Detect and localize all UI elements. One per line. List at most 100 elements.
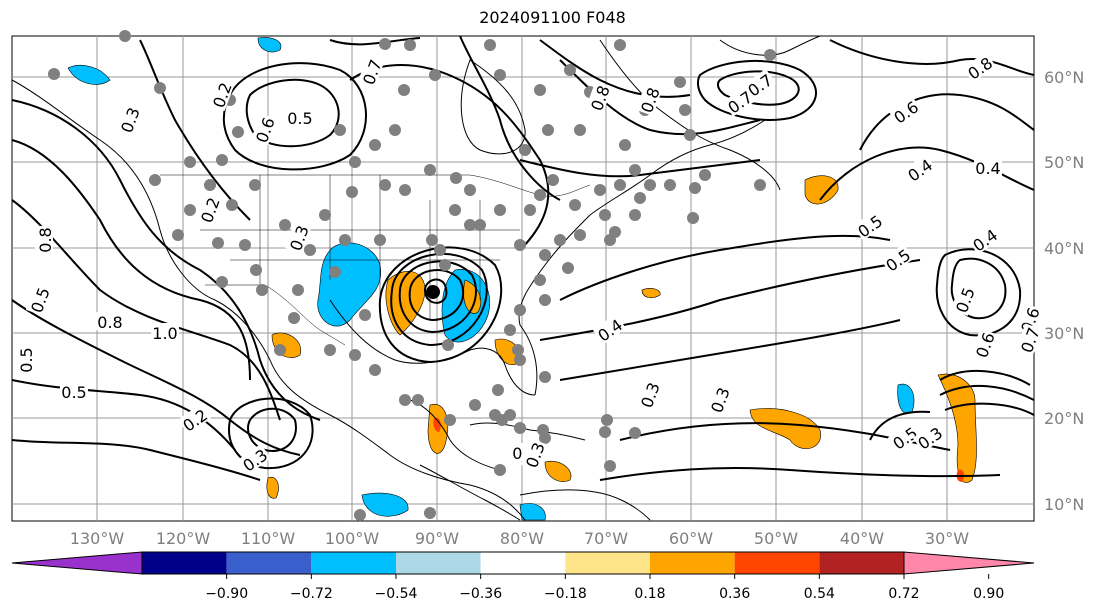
contour-label-bg xyxy=(635,378,663,411)
coast-pacific-nw xyxy=(11,79,526,521)
observation-dot xyxy=(379,179,391,191)
observation-dot xyxy=(764,49,776,61)
contour-label-bg xyxy=(970,328,998,361)
contour-label-bg xyxy=(520,438,548,471)
observation-dot xyxy=(369,364,381,376)
neg-region-caribbean-s xyxy=(519,503,546,521)
observation-dot xyxy=(389,124,401,136)
observation-dot xyxy=(399,394,411,406)
pos-region-atlantic-e xyxy=(937,373,977,483)
coast-yucatan xyxy=(409,399,501,471)
observation-dot xyxy=(496,414,508,426)
observation-dot xyxy=(599,209,611,221)
observation-dot xyxy=(48,68,60,80)
observation-dot xyxy=(514,422,526,434)
colorbar-tick-label: −0.72 xyxy=(290,586,333,602)
contour-mid-atl-1 xyxy=(559,234,891,301)
colorbar xyxy=(11,551,1035,575)
observation-dot xyxy=(374,234,386,246)
observation-dot xyxy=(629,164,641,176)
contour-label-bg xyxy=(60,382,88,400)
contour-label-bg xyxy=(912,421,947,453)
colorbar-tick-label: 0.18 xyxy=(634,586,665,602)
observation-dot xyxy=(699,169,711,181)
pos-region-60w xyxy=(641,288,661,299)
contour-storm-3 xyxy=(398,260,477,334)
observation-dot xyxy=(684,129,696,141)
lon-label: 60°W xyxy=(669,529,713,548)
lon-label: 110°W xyxy=(241,529,296,548)
observation-dot xyxy=(754,179,766,191)
colorbar-segment xyxy=(311,552,396,574)
colorbar-tick-label: 0.72 xyxy=(888,586,919,602)
contour-label-bg xyxy=(1015,323,1043,356)
observation-dot xyxy=(604,234,616,246)
contour-e-low-s xyxy=(939,369,1035,416)
pos-region-newfoundland xyxy=(804,175,839,205)
contour-east-low xyxy=(950,257,1007,320)
neg-region-alaska xyxy=(67,65,111,85)
observation-sites xyxy=(48,30,776,521)
observation-dot xyxy=(369,139,381,151)
contour-label: 0.5 xyxy=(287,109,312,128)
colorbar-tick-label: −0.36 xyxy=(459,586,502,602)
contour-label: 0.8 xyxy=(97,313,122,332)
observation-dot xyxy=(614,179,626,191)
observation-dot xyxy=(346,186,358,198)
contour-greenland-hi xyxy=(696,60,817,121)
contour-label-bg xyxy=(16,346,34,374)
contour-label-bg xyxy=(585,81,613,114)
contour-ne-atl-3 xyxy=(819,146,1035,201)
colorbar-tick-label: 0.36 xyxy=(719,586,750,602)
observation-dot xyxy=(519,144,531,156)
lon-label: 70°W xyxy=(584,529,628,548)
observation-dot xyxy=(569,199,581,211)
observation-dot xyxy=(399,184,411,196)
contour-label-bg xyxy=(177,403,212,435)
observation-dot xyxy=(619,139,631,151)
contour-label-bg xyxy=(967,223,1002,255)
observation-dot xyxy=(449,204,461,216)
observation-dot xyxy=(204,179,216,191)
observation-dot xyxy=(319,209,331,221)
observation-dot xyxy=(404,39,416,51)
contour-label-bg xyxy=(357,55,385,88)
colorbar-outline xyxy=(141,551,905,575)
contour-ne-atl-1 xyxy=(829,39,1035,76)
contour-storm-4 xyxy=(390,253,488,347)
observation-dot xyxy=(288,312,300,324)
observation-dot xyxy=(216,154,228,166)
contour-canada-3 xyxy=(519,159,761,178)
lon-label: 100°W xyxy=(325,529,380,548)
observation-dot xyxy=(494,464,506,476)
observation-dot xyxy=(412,394,424,406)
observation-dot xyxy=(442,339,454,351)
observation-dot xyxy=(439,259,451,271)
lat-label: 10°N xyxy=(1044,495,1084,514)
contour-label-bg xyxy=(880,243,915,275)
colorbar-segment xyxy=(480,552,566,574)
contour-low-west xyxy=(245,78,340,148)
contour-label-bg xyxy=(902,153,937,185)
contour-canada-2 xyxy=(539,39,691,98)
observation-dot xyxy=(514,304,526,316)
colorbar-segment xyxy=(565,552,650,574)
lon-label: 120°W xyxy=(156,529,211,548)
observation-dot xyxy=(514,354,526,366)
colorbar-extend-min xyxy=(11,551,143,575)
contour-label-bg xyxy=(705,383,733,416)
observation-dot xyxy=(687,212,699,224)
observation-dot xyxy=(226,199,238,211)
observation-dot xyxy=(349,349,361,361)
contour-low-pac-s-2 xyxy=(228,397,314,470)
coast-east-us xyxy=(518,119,766,396)
lon-label: 130°W xyxy=(70,529,125,548)
contour-label-bg xyxy=(888,95,923,127)
lat-label: 50°N xyxy=(1044,153,1084,172)
observation-dot xyxy=(494,204,506,216)
lat-label: 40°N xyxy=(1044,239,1084,258)
contour-central-1 xyxy=(349,64,550,251)
observation-dot xyxy=(329,266,341,278)
observation-dot xyxy=(216,276,228,288)
